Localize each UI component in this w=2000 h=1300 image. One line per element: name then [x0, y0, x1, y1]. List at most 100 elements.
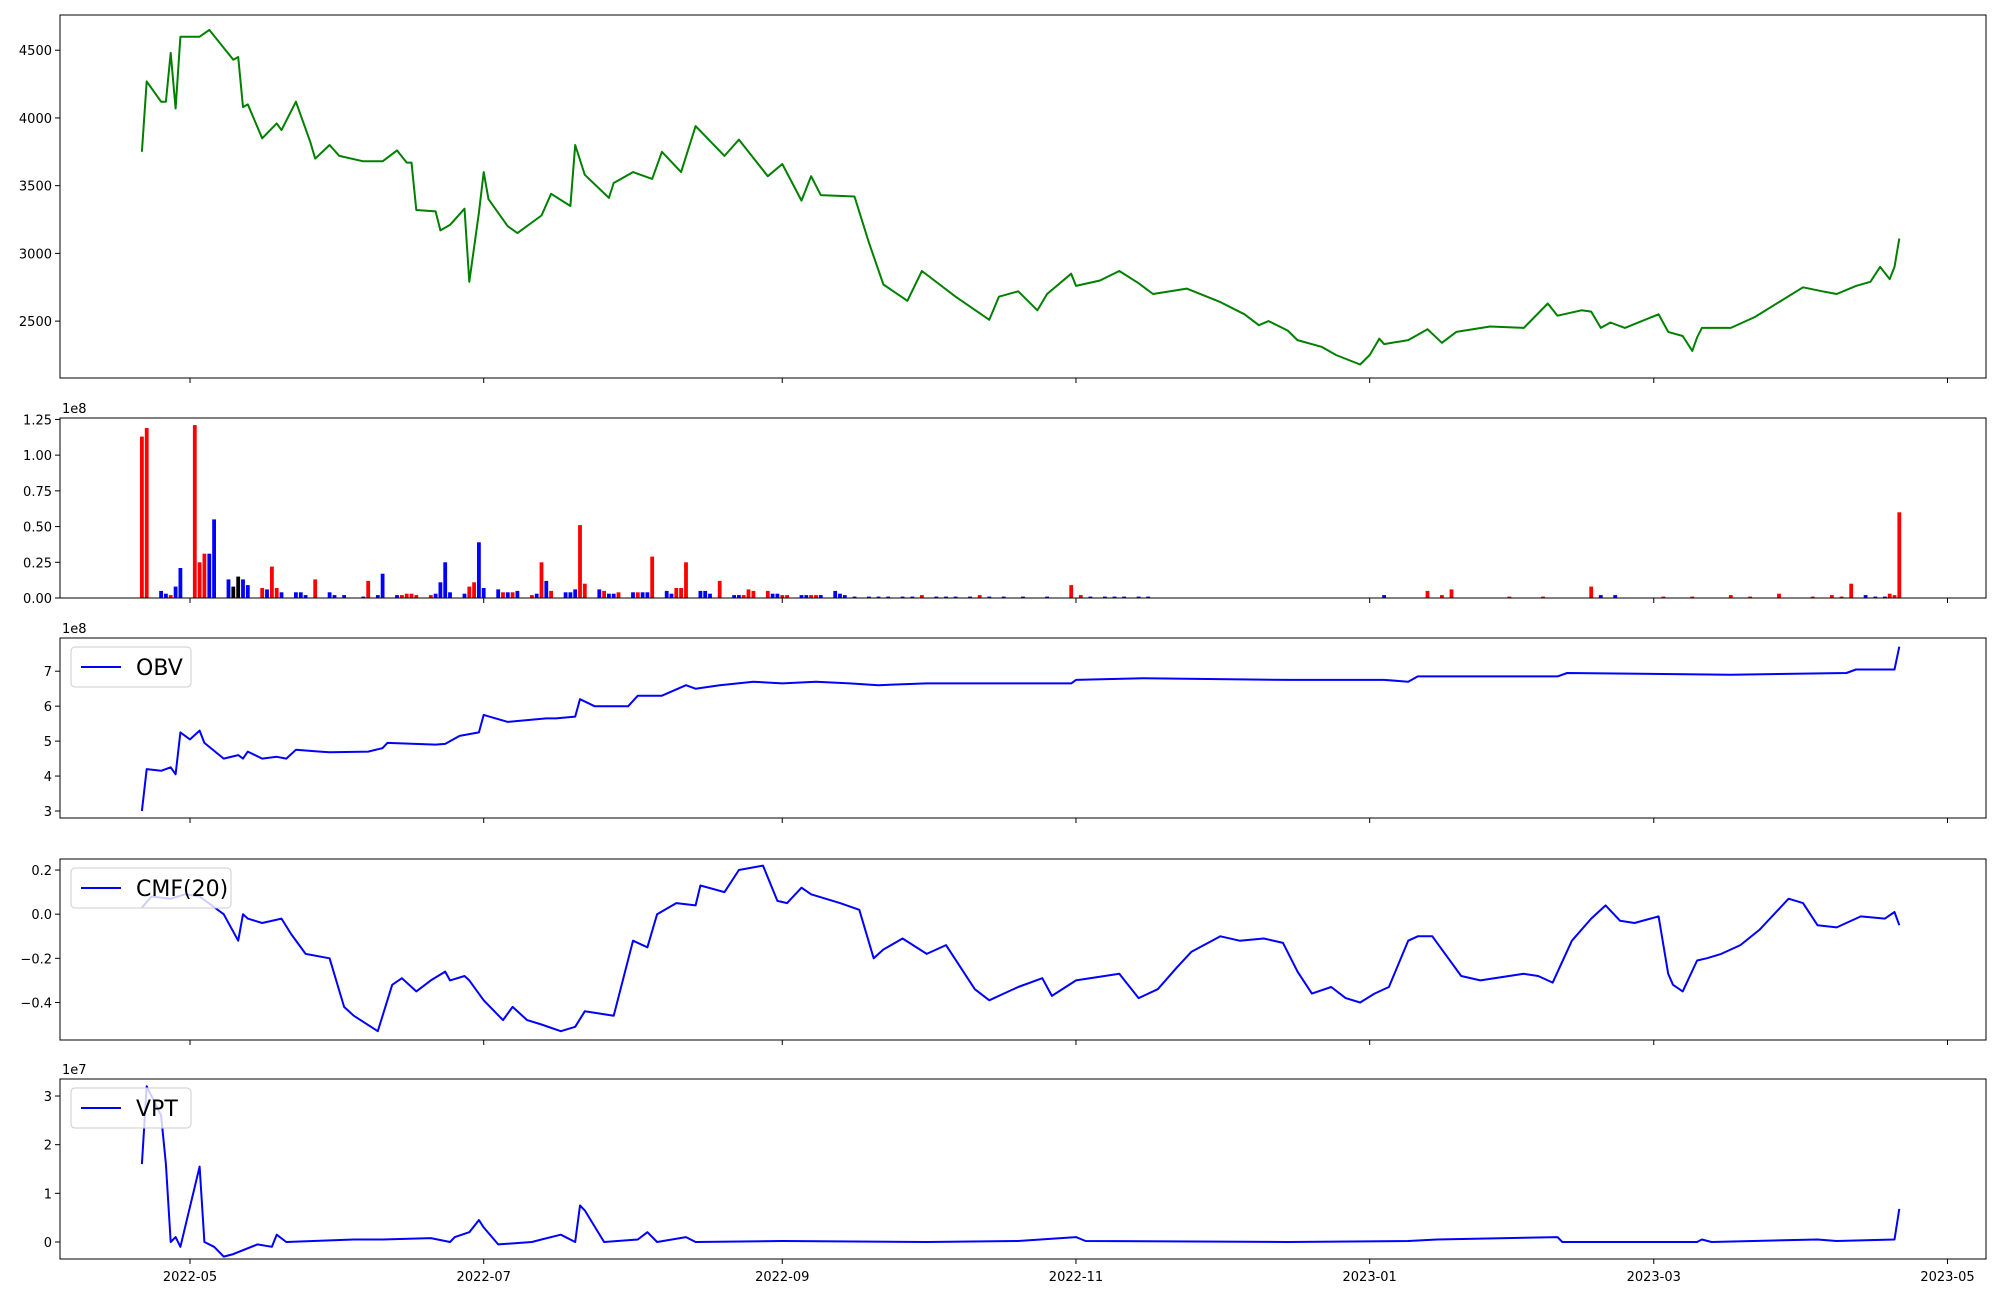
volume-bar: [481, 588, 486, 598]
volume-bar: [515, 590, 520, 598]
price-frame: [59, 14, 1987, 379]
volume-bar: [366, 580, 371, 598]
volume-bar: [1078, 595, 1083, 598]
price-ytick-label: 4500: [19, 44, 52, 59]
volume-bar: [1001, 596, 1006, 598]
volume-ytick-label: 0.00: [23, 592, 52, 607]
volume-bar: [1507, 596, 1512, 598]
volume-bar: [530, 595, 534, 598]
volume-bar: [1892, 595, 1897, 598]
volume-bar: [477, 542, 481, 598]
volume-bar: [462, 593, 467, 598]
volume-bar: [159, 590, 163, 598]
volume-bar: [361, 596, 366, 598]
xtick-label: 2023-03: [1627, 1270, 1681, 1285]
volume-bar: [602, 590, 606, 598]
volume-bar: [597, 589, 602, 598]
volume-bar: [635, 592, 640, 598]
volume-bar: [607, 593, 611, 598]
vpt-panel: VPT: [55, 1078, 1987, 1264]
volume-bar: [674, 588, 679, 598]
volume-bar: [809, 595, 813, 598]
volume-bar: [294, 592, 298, 598]
volume-bar: [833, 590, 838, 598]
cmf-ytick-label: 0.0: [31, 908, 52, 923]
volume-bar: [202, 553, 207, 598]
volume-bar: [467, 586, 472, 598]
volume-bar: [987, 596, 992, 598]
volume-bar: [568, 592, 573, 598]
volume-bar: [765, 590, 770, 598]
volume-bar: [510, 592, 515, 598]
obv-ytick-label: 5: [44, 735, 52, 750]
volume-bar: [1449, 589, 1454, 598]
vpt-exponent-label: 1e7: [62, 1063, 87, 1078]
volume-bar: [173, 586, 178, 598]
obv-ytick-label: 7: [44, 665, 52, 680]
volume-bar: [1425, 590, 1430, 598]
volume-bar: [953, 596, 958, 598]
xtick-label: 2022-11: [1049, 1270, 1103, 1285]
volume-bar: [664, 590, 669, 598]
volume-bar: [438, 582, 443, 598]
volume-bar: [448, 592, 452, 598]
price-ytick-label: 3000: [19, 247, 52, 262]
volume-bar: [737, 595, 741, 598]
volume-bar: [1146, 596, 1151, 598]
volume-bar: [395, 595, 399, 598]
price-panel: [55, 14, 1987, 383]
volume-bar: [1830, 595, 1834, 598]
volume-bar: [977, 595, 982, 598]
volume-bar: [900, 596, 905, 598]
volume-bar: [1088, 596, 1093, 598]
cmf-ytick-label: −0.2: [20, 952, 52, 967]
volume-bar: [934, 596, 939, 598]
volume-bar: [1873, 596, 1878, 598]
volume-bar: [650, 556, 655, 598]
volume-bar: [741, 595, 746, 598]
obv-legend-box: [70, 646, 192, 688]
cmf-frame: [59, 858, 1987, 1041]
volume-bar: [838, 593, 842, 598]
volume-bar: [1440, 595, 1444, 598]
volume-bar: [245, 585, 250, 598]
volume-ytick-label: 1.25: [23, 413, 52, 428]
volume-bar: [274, 588, 279, 598]
volume-bar: [910, 596, 915, 598]
volume-bar: [669, 593, 674, 598]
volume-bar: [231, 586, 236, 598]
volume-bar: [732, 595, 736, 598]
volume-bar: [1863, 595, 1868, 598]
volume-bar: [582, 583, 587, 598]
volume-bar: [611, 593, 616, 598]
cmf-panel: CMF(20): [55, 858, 1987, 1045]
volume-bar: [1021, 596, 1025, 598]
volume-bar: [178, 568, 183, 598]
obv-panel: OBV: [55, 637, 1987, 823]
volume-bar: [212, 519, 216, 598]
volume-bar: [298, 592, 303, 598]
volume-bar: [1045, 596, 1049, 598]
volume-bar: [631, 592, 635, 598]
volume-bar: [168, 595, 173, 598]
volume-bar: [1690, 596, 1695, 598]
volume-bar: [814, 595, 818, 598]
volume-bar: [241, 579, 245, 598]
volume-bar: [192, 425, 197, 598]
cmf-line: [141, 864, 1901, 1033]
volume-bar: [332, 595, 337, 598]
volume-bar: [703, 590, 708, 598]
volume-bar: [818, 595, 823, 598]
volume-bar: [1849, 583, 1854, 598]
cmf-ytick-label: 0.2: [31, 864, 52, 879]
volume-bar: [775, 593, 780, 598]
xtick-label: 2023-05: [1920, 1270, 1974, 1285]
price-line: [140, 28, 1901, 366]
volume-bar: [313, 579, 318, 598]
price-ytick-label: 2500: [19, 315, 52, 330]
volume-bar: [197, 562, 202, 598]
volume-frame: [59, 417, 1987, 599]
volume-bar: [1810, 596, 1815, 598]
xtick-label: 2022-09: [755, 1270, 809, 1285]
